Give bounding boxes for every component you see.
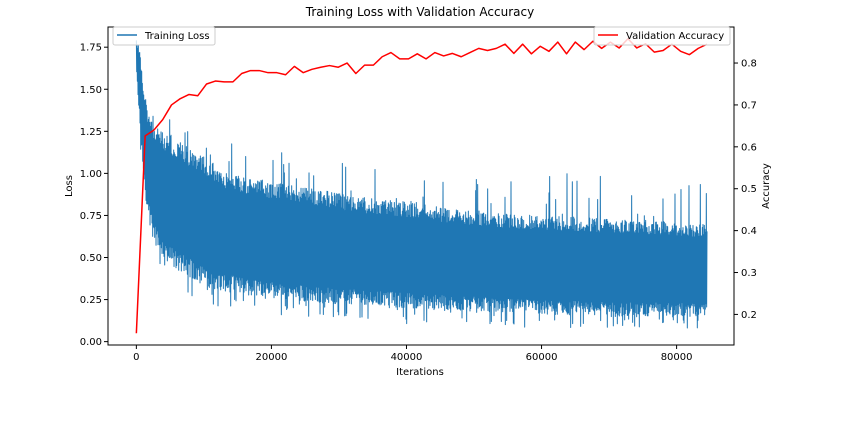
left-y-tick-label: 0.50 (80, 253, 102, 264)
plot-frame (107, 26, 735, 346)
left-y-tick-label: 1.25 (80, 127, 102, 138)
right-y-tick-label: 0.8 (741, 59, 757, 70)
left-y-tick-label: 1.00 (80, 169, 102, 180)
legend-label-training-loss: Training Loss (144, 31, 210, 42)
right-y-tick-label: 0.3 (741, 268, 757, 279)
x-tick-label: 20000 (256, 352, 288, 363)
x-axis-label: Iterations (396, 367, 444, 378)
legend-box (593, 26, 731, 46)
x-axis-ticks: 0 20000 40000 60000 80000 (133, 345, 693, 363)
left-y-tick-label: 0.25 (80, 295, 102, 306)
left-y-tick-label: 1.75 (80, 43, 102, 54)
training-loss-line (135, 40, 708, 329)
right-y-axis-label: Accuracy (761, 163, 772, 209)
right-y-tick-label: 0.4 (741, 226, 757, 237)
legend-validation-accuracy: Validation Accuracy (593, 26, 731, 46)
legend-training-loss: Training Loss (112, 26, 216, 46)
x-tick-label: 60000 (526, 352, 558, 363)
chart-title: Training Loss with Validation Accuracy (305, 5, 534, 19)
left-y-tick-label: 0.75 (80, 211, 102, 222)
plot-area (135, 37, 708, 334)
x-tick-label: 0 (133, 352, 139, 363)
right-y-axis-ticks: 0.2 0.3 0.4 0.5 0.6 0.7 0.8 (734, 59, 757, 321)
right-y-tick-label: 0.5 (741, 184, 757, 195)
right-y-tick-label: 0.2 (741, 310, 757, 321)
right-y-tick-label: 0.6 (741, 142, 757, 153)
x-tick-label: 80000 (661, 352, 693, 363)
right-y-tick-label: 0.7 (741, 100, 757, 111)
legend-box (112, 26, 216, 46)
left-y-tick-label: 0.00 (80, 337, 102, 348)
x-tick-label: 40000 (391, 352, 423, 363)
left-y-tick-label: 1.50 (80, 85, 102, 96)
training-loss-series (135, 40, 708, 329)
legend-label-validation-accuracy: Validation Accuracy (626, 31, 724, 42)
left-y-axis-label: Loss (64, 175, 75, 197)
left-y-axis-ticks: 0.00 0.25 0.50 0.75 1.00 1.25 1.50 1.75 (80, 43, 108, 348)
